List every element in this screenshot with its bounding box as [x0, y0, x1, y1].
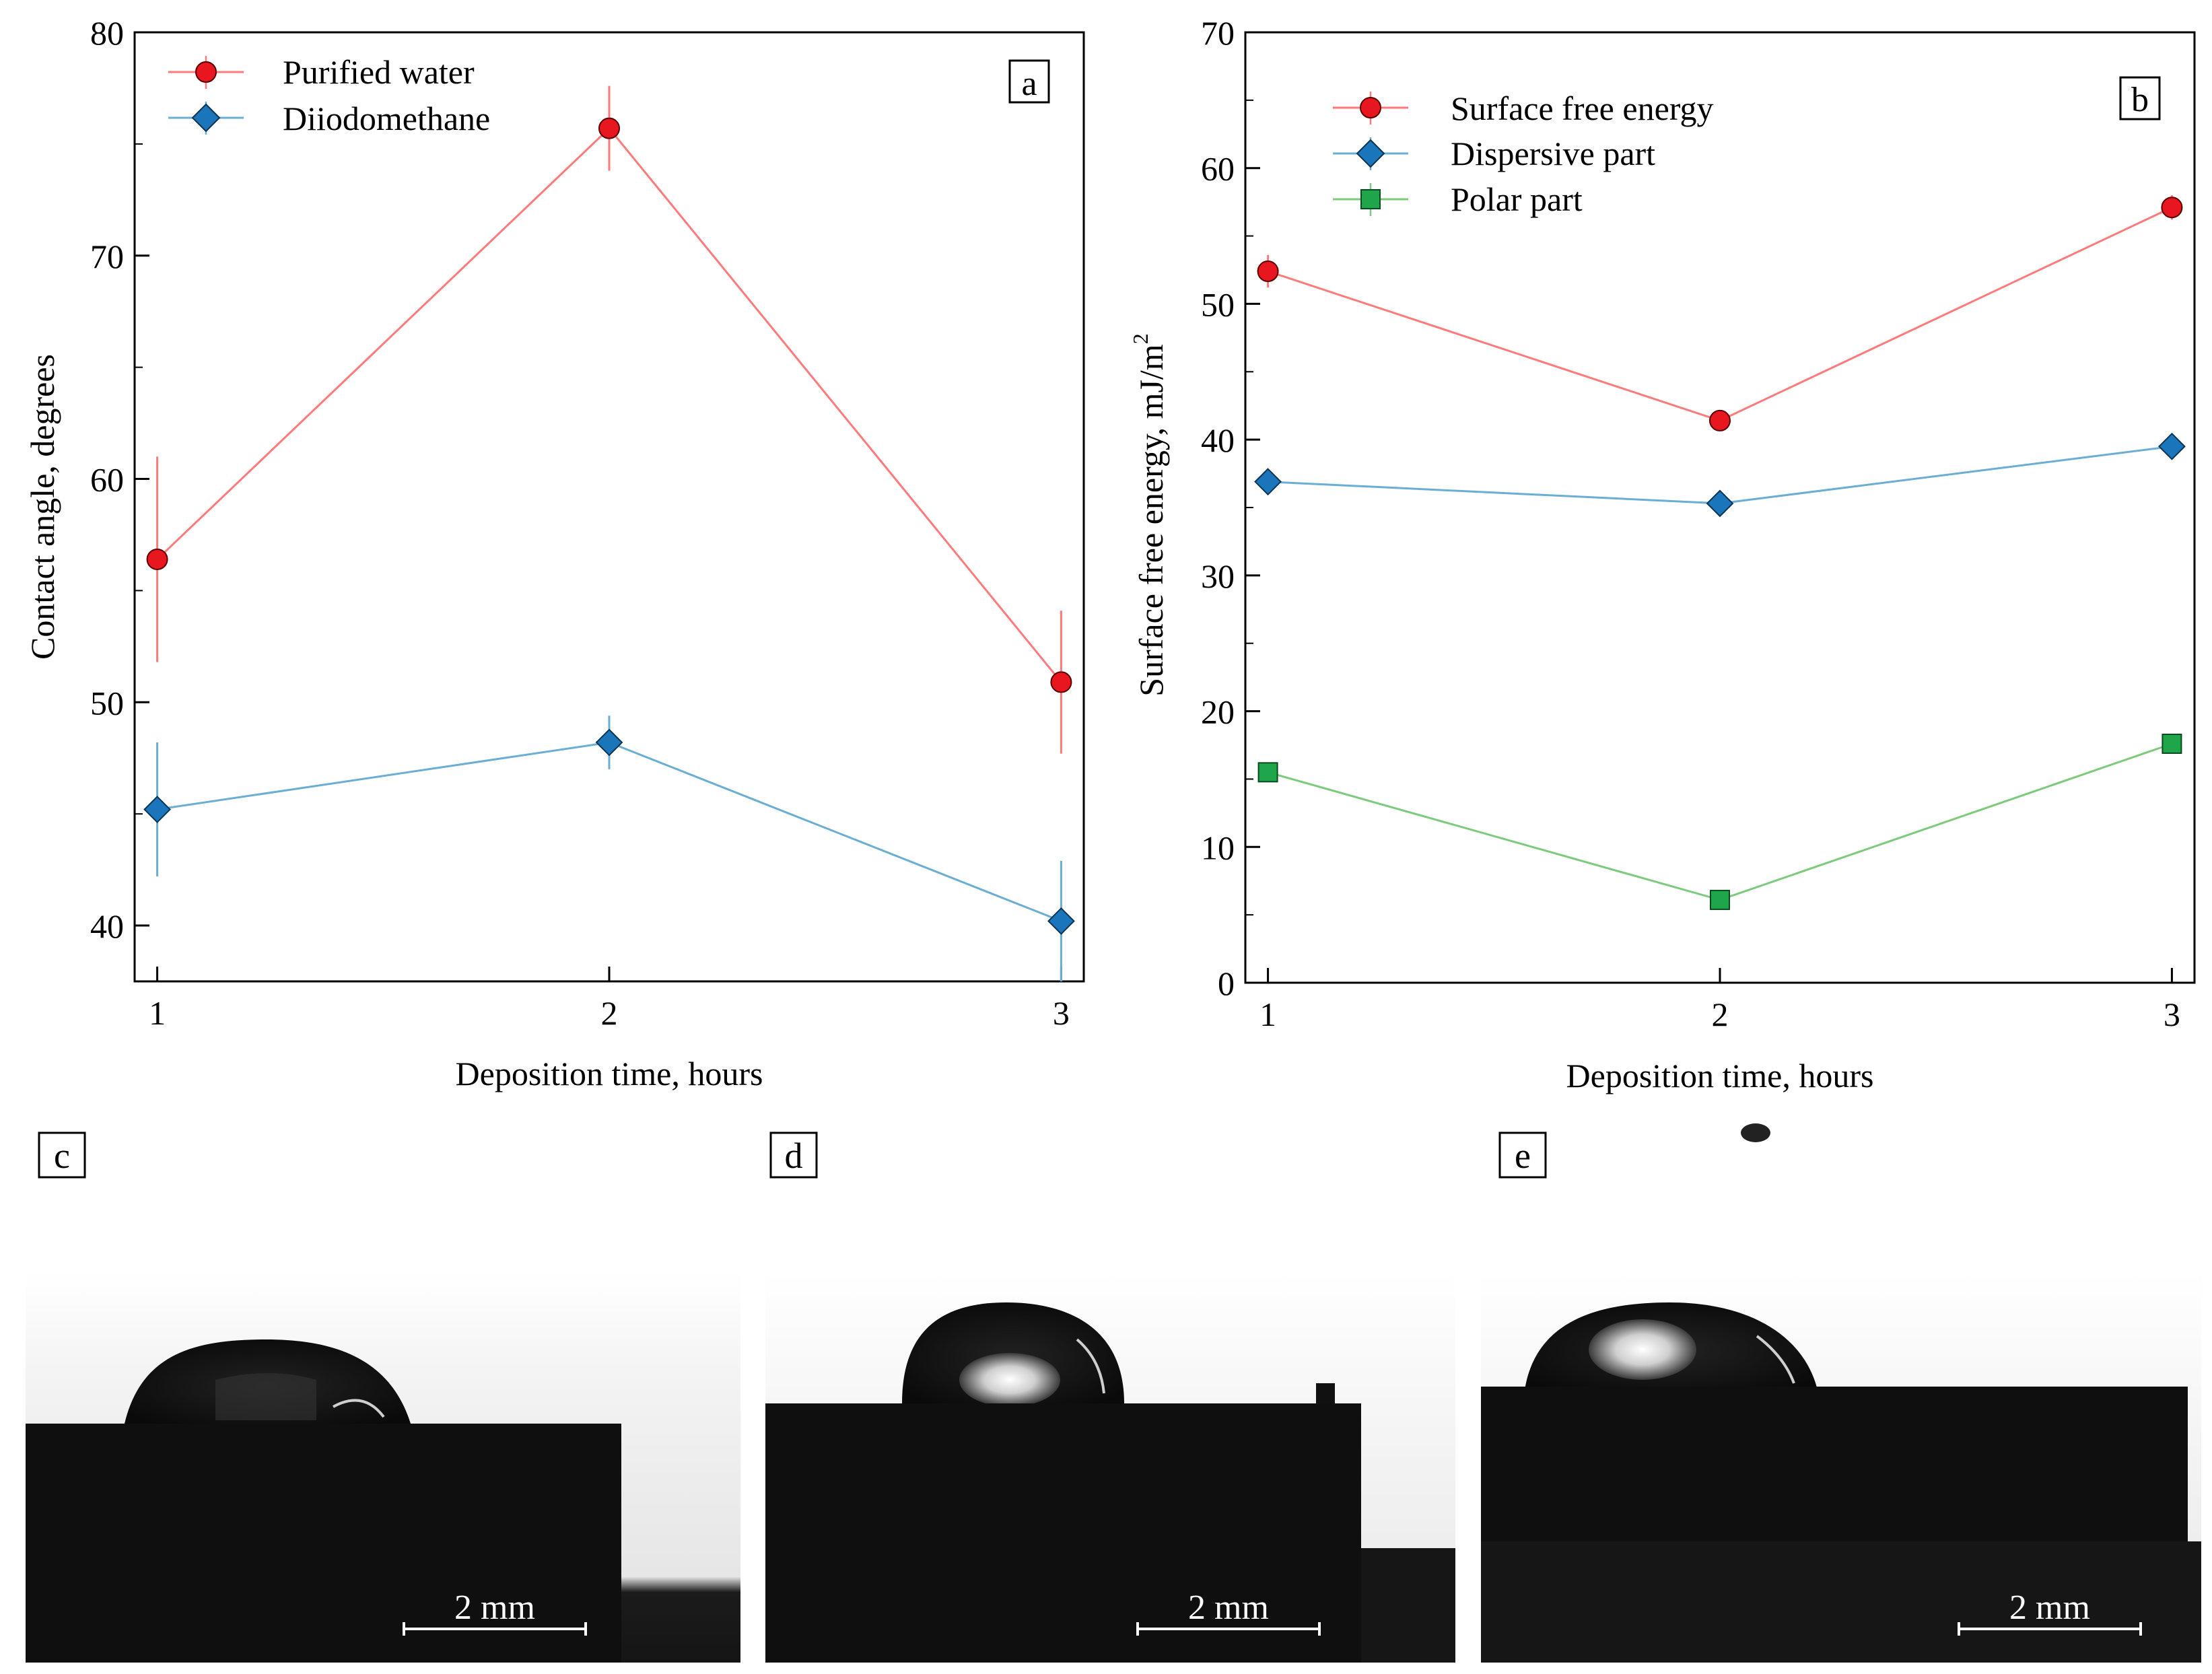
- x-axis-ticks: 1 2 3: [1259, 968, 2180, 1033]
- x-tick-label: 1: [149, 994, 166, 1032]
- legend: Surface free energy Dispersive part Pola…: [1333, 90, 1714, 218]
- panel-label-b: b: [2119, 76, 2161, 120]
- legend-label-surface-free-energy: Surface free energy: [1451, 90, 1714, 127]
- svg-text:b: b: [2131, 81, 2149, 119]
- y-axis-ticks: 0 10 20 30 40 50 60 70: [1201, 14, 1260, 1002]
- y-axis-ticks: 40 50 60 70 80: [90, 14, 149, 945]
- y-tick-label: 80: [90, 14, 124, 52]
- data-point-polar-part: [1257, 762, 1278, 783]
- data-point-diiodomethane: [1047, 907, 1075, 935]
- x-axis-label: Deposition time, hours: [1566, 1057, 1874, 1094]
- y-tick-label: 50: [1201, 285, 1235, 323]
- scale-bar-label: 2 mm: [1188, 1589, 1269, 1627]
- y-tick-label: 10: [1201, 829, 1235, 866]
- photo-c: c 2 mm: [26, 1131, 740, 1663]
- legend-label-diiodomethane: Diiodomethane: [283, 100, 490, 137]
- x-tick-label: 3: [2164, 996, 2180, 1033]
- y-tick-label: 30: [1201, 557, 1235, 595]
- y-tick-label: 40: [1201, 421, 1235, 459]
- y-tick-label: 70: [90, 238, 124, 275]
- legend-marker-surface-free-energy: [1360, 97, 1381, 118]
- x-tick-label: 1: [1259, 996, 1276, 1033]
- data-point-polar-part: [2162, 733, 2182, 754]
- droplet-glint: [1756, 1335, 1795, 1384]
- data-point-dispersive-part: [1706, 489, 1734, 518]
- plot-frame: [133, 31, 1085, 983]
- scale-bar-label: 2 mm: [2009, 1589, 2090, 1627]
- series-line-surface-free-energy: [1268, 206, 2173, 422]
- legend-marker-polar-part: [1360, 189, 1381, 209]
- legend-label-dispersive-part: Dispersive part: [1451, 135, 1655, 172]
- data-point-purified-water: [146, 548, 168, 570]
- droplet-reflection: [215, 1373, 316, 1420]
- svg-text:d: d: [785, 1136, 803, 1176]
- svg-text:e: e: [1515, 1136, 1531, 1176]
- substrate-debris: [1316, 1383, 1335, 1407]
- series-layer: [143, 85, 1075, 981]
- substrate-block: [1481, 1387, 2188, 1555]
- x-axis-ticks: 1 2 3: [149, 967, 1070, 1032]
- series-layer: [1254, 195, 2186, 910]
- legend-marker-dispersive-part: [1356, 139, 1385, 168]
- y-tick-label: 20: [1201, 693, 1235, 731]
- svg-text:a: a: [1021, 65, 1037, 103]
- y-tick-label: 70: [1201, 14, 1235, 52]
- scale-bar-label: 2 mm: [454, 1589, 535, 1627]
- data-point-diiodomethane: [143, 796, 171, 823]
- water-droplet: [902, 1302, 1124, 1403]
- y-tick-label: 60: [90, 461, 124, 499]
- data-point-surface-free-energy: [2161, 197, 2183, 219]
- dispenser-needle-tip: [1741, 1123, 1770, 1142]
- droplet-glint: [1076, 1338, 1105, 1394]
- y-tick-label: 0: [1218, 965, 1235, 1002]
- series-line-polar-part: [1268, 742, 2172, 901]
- panel-label-d: d: [769, 1131, 818, 1179]
- legend-marker-purified-water: [195, 61, 217, 83]
- photo-e: e 2 mm: [1481, 1123, 2201, 1663]
- y-tick-label: 50: [90, 684, 124, 722]
- photo-d: d 2 mm: [765, 1131, 1455, 1663]
- panel-label-e: e: [1498, 1131, 1547, 1179]
- y-tick-label: 40: [90, 907, 124, 945]
- data-point-diiodomethane: [595, 728, 623, 757]
- substrate-block: [765, 1403, 1361, 1663]
- legend-label-polar-part: Polar part: [1451, 180, 1583, 218]
- data-point-purified-water: [598, 117, 620, 139]
- series-line-purified-water: [156, 127, 1062, 683]
- data-point-surface-free-energy: [1709, 409, 1731, 431]
- svg-text:c: c: [54, 1136, 70, 1176]
- y-axis-label: Surface free energy, mJ/m2: [1128, 333, 1170, 696]
- panel-a-chart: 40 50 60 70 80 1 2 3 Deposition time, hours Co…: [24, 14, 1085, 1092]
- droplet-glint: [333, 1399, 385, 1418]
- legend-marker-diiodomethane: [191, 103, 221, 133]
- x-tick-label: 2: [1712, 996, 1729, 1033]
- droplet-reflection: [1589, 1319, 1696, 1380]
- x-tick-label: 3: [1053, 994, 1070, 1032]
- data-point-surface-free-energy: [1257, 260, 1279, 283]
- legend: Purified water Diiodomethane: [168, 53, 490, 137]
- y-tick-label: 60: [1201, 150, 1235, 188]
- panel-b-chart: 0 10 20 30 40 50 60 70 1 2 3 Deposition time, hou…: [1128, 14, 2196, 1094]
- panel-label-c: c: [38, 1131, 86, 1179]
- data-point-purified-water: [1050, 671, 1072, 693]
- x-axis-label: Deposition time, hours: [456, 1055, 763, 1092]
- data-point-dispersive-part: [2158, 432, 2186, 460]
- y-axis-label: Contact angle, degrees: [24, 354, 61, 660]
- legend-label-purified-water: Purified water: [283, 53, 475, 91]
- data-point-dispersive-part: [1254, 468, 1282, 496]
- droplet-reflection: [959, 1353, 1060, 1407]
- substrate-block: [26, 1424, 621, 1663]
- x-tick-label: 2: [601, 994, 618, 1032]
- panel-label-a: a: [1008, 59, 1050, 104]
- data-point-polar-part: [1710, 889, 1730, 910]
